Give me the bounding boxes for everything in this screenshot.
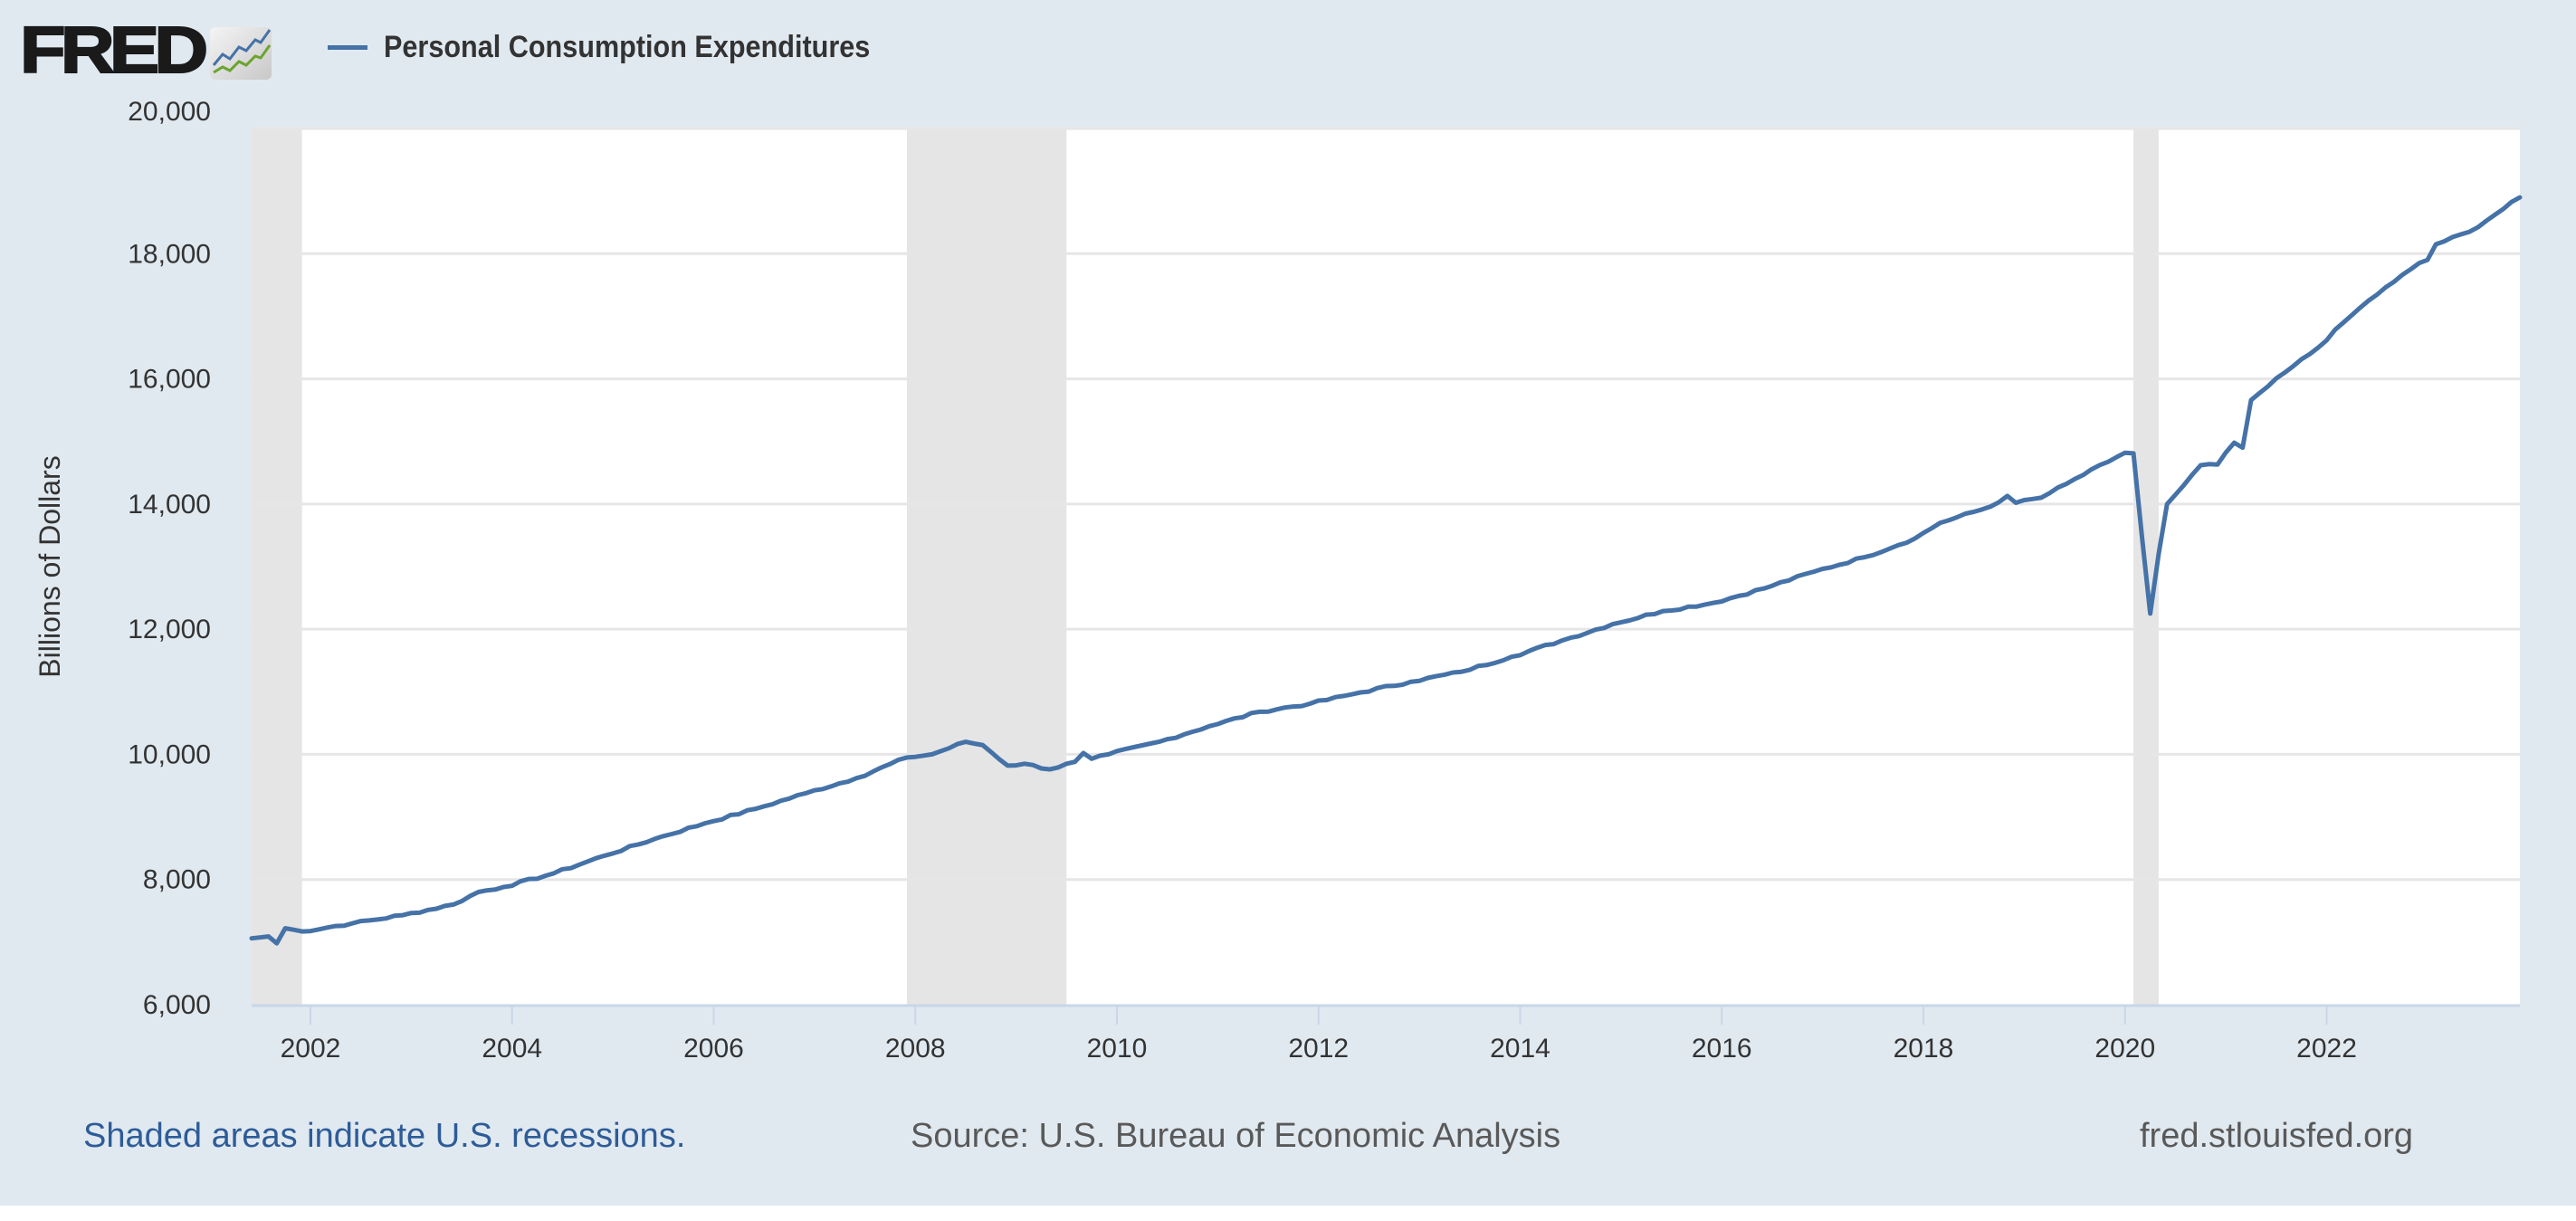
y-tick-label: 14,000 (128, 490, 211, 520)
y-axis-title: Billions of Dollars (33, 455, 66, 677)
y-tick-label: 6,000 (143, 990, 211, 1020)
gridlines (252, 127, 2520, 882)
x-tick-label: 2002 (281, 1034, 341, 1064)
chart-line-icon (210, 27, 272, 80)
legend-swatch (328, 44, 367, 50)
legend-label: Personal Consumption Expenditures (384, 29, 871, 64)
series-line-personal-consumption-expenditures[interactable] (249, 195, 2523, 946)
y-tick-label: 16,000 (128, 365, 211, 395)
x-tick-label: 2004 (482, 1034, 542, 1064)
x-tick-label: 2016 (1692, 1034, 1752, 1064)
y-tick-label: 8,000 (143, 865, 211, 895)
plot-background (252, 129, 2520, 1005)
x-tick-label: 2006 (683, 1034, 744, 1064)
recession-band (906, 129, 1067, 1005)
recession-note-link[interactable]: Shaded areas indicate U.S. recessions. (83, 1117, 686, 1155)
recession-band (252, 129, 302, 1005)
y-tick-label: 18,000 (128, 239, 211, 269)
x-tick-label: 2018 (1894, 1034, 1954, 1064)
x-tick-label: 2012 (1288, 1034, 1349, 1064)
source-text: Source: U.S. Bureau of Economic Analysis (911, 1117, 1561, 1155)
y-axis: 6,000 8,000 10,000 12,000 14,000 16,000 18,000… (128, 97, 211, 1020)
site-link[interactable]: fred.stlouisfed.org (2140, 1117, 2414, 1155)
y-tick-label: 10,000 (128, 739, 211, 769)
fred-logo-text: FRED (19, 14, 209, 87)
legend[interactable]: Personal Consumption Expenditures (328, 27, 924, 67)
y-tick-label: 12,000 (128, 615, 211, 644)
y-tick-label: 20,000 (128, 97, 211, 127)
fred-logo[interactable]: FRED (19, 14, 272, 87)
x-tick-label: 2014 (1490, 1034, 1550, 1064)
x-axis: 2002 2004 2006 2008 2010 2012 2014 2016 2018 2020… (252, 1004, 2520, 1064)
x-tick-label: 2020 (2094, 1034, 2155, 1064)
x-tick-label: 2022 (2296, 1034, 2357, 1064)
recession-bands (252, 129, 2159, 1005)
x-tick-label: 2010 (1087, 1034, 1148, 1064)
x-tick-label: 2008 (885, 1034, 946, 1064)
